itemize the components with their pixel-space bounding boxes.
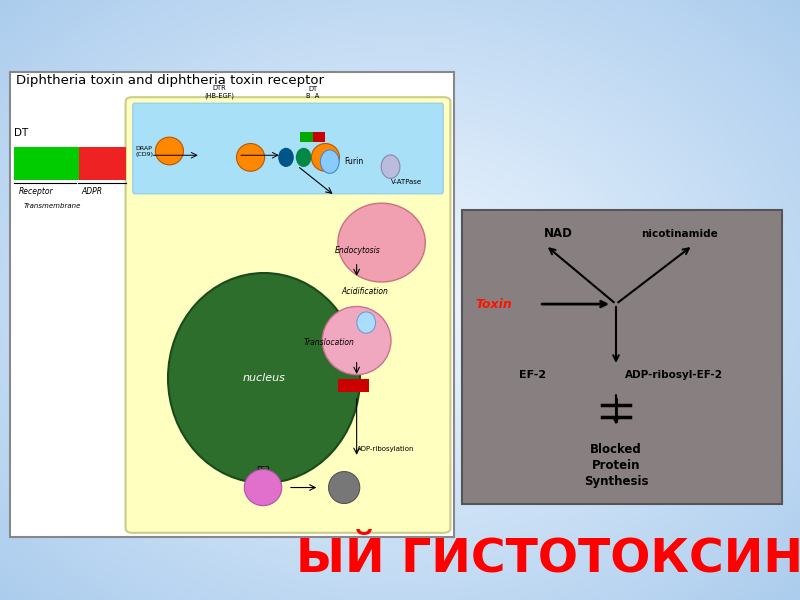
Bar — [14, 147, 79, 180]
Text: Blocked
Protein
Synthesis: Blocked Protein Synthesis — [584, 443, 648, 488]
Ellipse shape — [381, 155, 400, 178]
Text: Endocytosis: Endocytosis — [335, 245, 381, 254]
Text: ЫЙ ГИСТОТОКСИН: ЫЙ ГИСТОТОКСИН — [296, 536, 800, 582]
Bar — [301, 132, 313, 142]
Ellipse shape — [278, 148, 294, 167]
Ellipse shape — [244, 469, 282, 506]
Ellipse shape — [320, 150, 339, 173]
Ellipse shape — [357, 312, 376, 333]
Text: Toxin: Toxin — [475, 298, 512, 311]
Text: ADP-ribosyl-EF-2: ADP-ribosyl-EF-2 — [625, 370, 722, 380]
Text: Translocation: Translocation — [304, 338, 354, 347]
Text: nicotinamide: nicotinamide — [642, 229, 718, 239]
Ellipse shape — [338, 203, 426, 282]
Text: ADPR: ADPR — [82, 187, 102, 196]
Text: Diphtheria toxin and diphtheria toxin receptor: Diphtheria toxin and diphtheria toxin re… — [16, 74, 324, 87]
FancyBboxPatch shape — [10, 72, 454, 537]
Text: DT: DT — [14, 128, 29, 138]
Ellipse shape — [322, 307, 391, 374]
Ellipse shape — [155, 137, 183, 165]
FancyBboxPatch shape — [133, 103, 443, 194]
Bar — [79, 147, 126, 180]
Bar — [338, 379, 369, 392]
Ellipse shape — [329, 472, 360, 503]
Text: EF2: EF2 — [256, 466, 270, 475]
Ellipse shape — [296, 148, 311, 167]
Text: Acidification: Acidification — [341, 287, 388, 296]
Text: V-ATPase: V-ATPase — [391, 179, 422, 185]
Text: nucleus: nucleus — [242, 373, 286, 383]
Text: DRAP
(CD9): DRAP (CD9) — [135, 146, 154, 157]
Bar — [462, 210, 782, 504]
Text: EF-2: EF-2 — [519, 370, 546, 380]
Text: NAD: NAD — [544, 227, 573, 240]
Text: DTR
(HB-EGF): DTR (HB-EGF) — [204, 85, 234, 99]
Text: Transmembrane: Transmembrane — [24, 203, 82, 209]
Bar — [313, 132, 326, 142]
Text: DT
B  A: DT B A — [306, 86, 319, 99]
FancyBboxPatch shape — [126, 97, 450, 533]
Text: Receptor: Receptor — [18, 187, 53, 196]
Ellipse shape — [168, 273, 360, 483]
Text: ADP-ribosylation: ADP-ribosylation — [357, 446, 414, 452]
Ellipse shape — [311, 143, 339, 171]
Text: Furin: Furin — [344, 157, 363, 166]
Ellipse shape — [237, 143, 265, 171]
